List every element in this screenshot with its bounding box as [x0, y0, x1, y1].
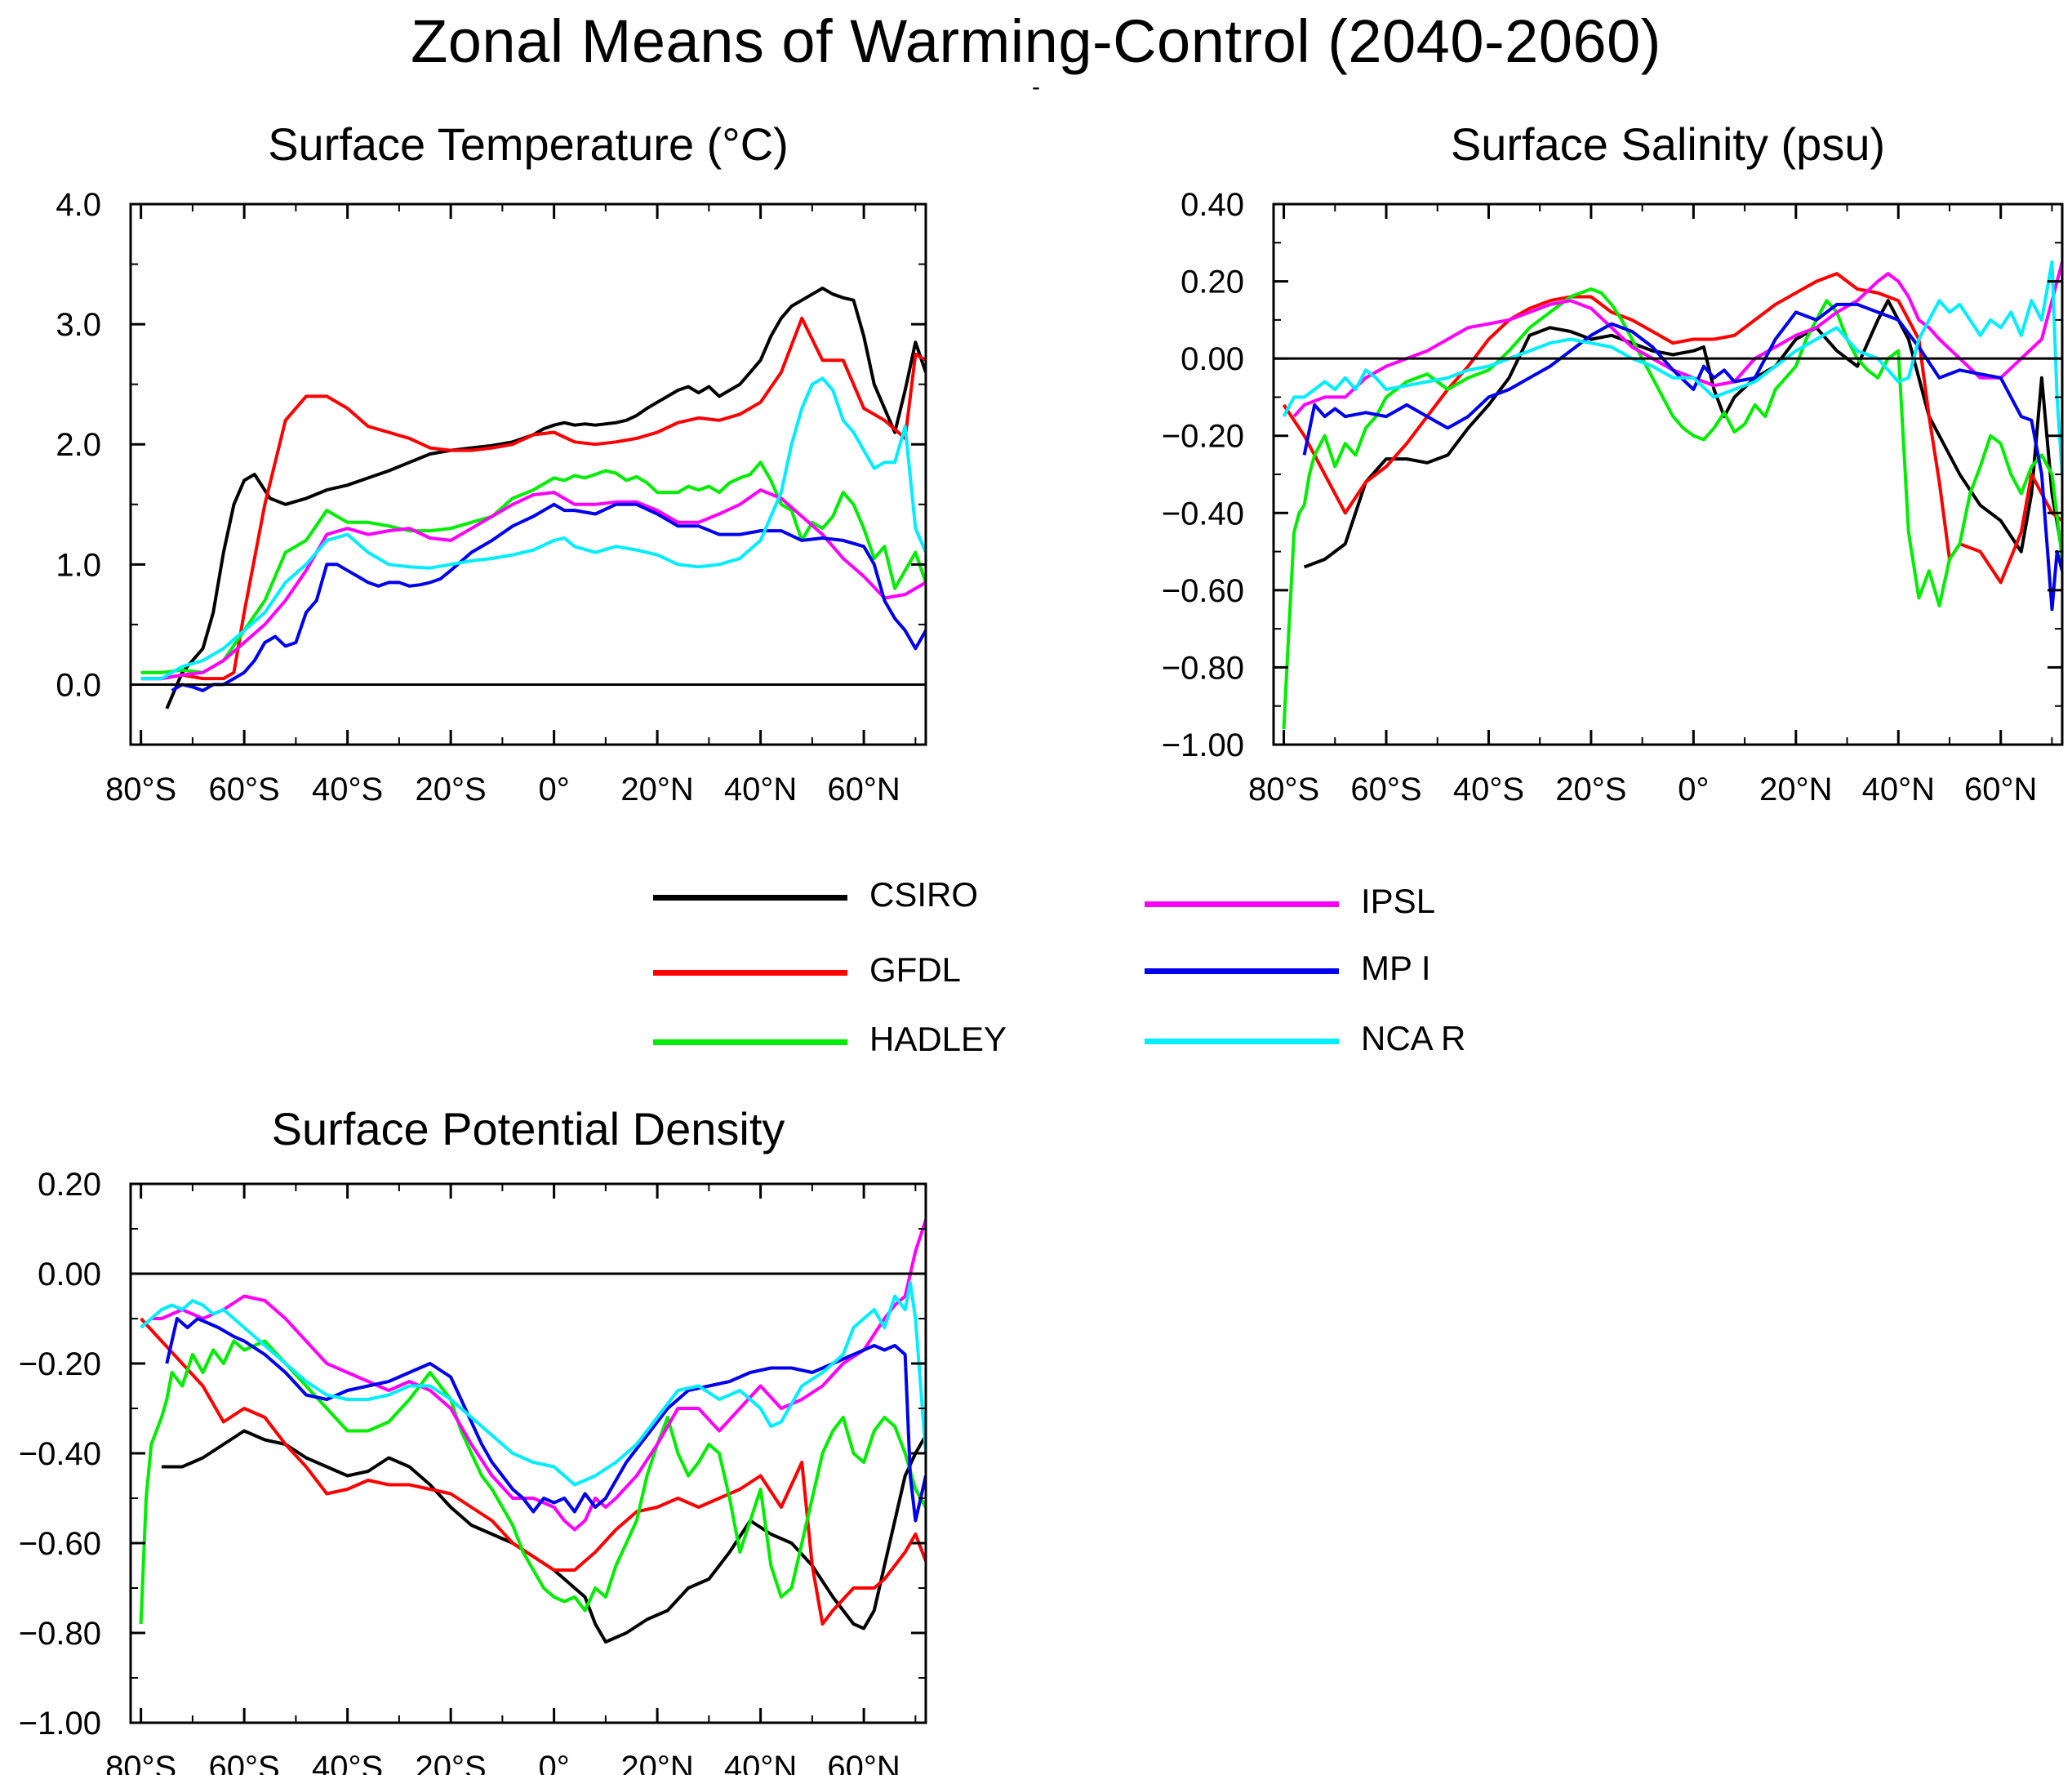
series-line-gfdl: [140, 1317, 926, 1626]
y-tick-label: −0.20: [1162, 419, 1244, 455]
x-tick-label: 60°N: [1964, 772, 2037, 807]
series-line-ncar: [1282, 260, 2062, 475]
y-tick-label: −0.60: [1162, 573, 1244, 609]
series-line-mpi: [171, 502, 926, 692]
series-line-gfdl: [1282, 272, 2062, 585]
series-line-csiro: [161, 1429, 926, 1644]
series-line-mpi: [1302, 302, 2062, 612]
x-tick-label: 60°S: [209, 1750, 280, 1775]
y-tick-label: 0.00: [38, 1257, 101, 1292]
y-tick-label: −0.20: [19, 1346, 101, 1382]
x-tick-label: 80°S: [105, 1750, 176, 1775]
series-line-csiro: [1303, 299, 2062, 569]
x-tick-label: 60°S: [209, 772, 280, 807]
x-tick-label: 80°S: [1248, 772, 1319, 807]
legend-swatch-ipsl: [1145, 901, 1339, 907]
chart-title: Surface Temperature (°C): [268, 118, 789, 170]
y-tick-label: −0.40: [1162, 496, 1244, 532]
series-line-ipsl: [1292, 261, 2062, 418]
x-tick-label: 20°S: [1555, 772, 1626, 807]
legend-label-ipsl: IPSL: [1361, 882, 1436, 920]
chart-panel-density: Surface Potential Density 0.20 0.00 −0.20 −0…: [19, 1103, 927, 1775]
plot-frame: [1272, 202, 2064, 746]
series-line-ipsl: [140, 488, 926, 681]
x-tick-label: 20°N: [1759, 772, 1832, 807]
series-line-ncar: [140, 1281, 926, 1487]
series-line-gfdl: [140, 316, 926, 681]
y-tick-label: 0.40: [1181, 187, 1244, 223]
plot-frame: [129, 1182, 927, 1724]
legend-swatch-csiro: [653, 895, 847, 901]
legend-label-gfdl: GFDL: [869, 950, 962, 989]
y-tick-label: −0.80: [1162, 650, 1244, 686]
x-tick-label: 40°N: [724, 772, 797, 807]
legend-label-ncar: NCA R: [1361, 1019, 1466, 1057]
x-tick-label: 20°S: [416, 1750, 487, 1775]
series-line-csiro: [165, 287, 926, 710]
legend-label-csiro: CSIRO: [869, 875, 979, 914]
x-tick-label: 20°N: [620, 772, 693, 807]
y-tick-label: 0.00: [1181, 341, 1244, 377]
series-line-ipsl: [151, 1219, 926, 1532]
legend-swatch-hadley: [653, 1039, 847, 1045]
y-tick-label: 0.20: [38, 1167, 101, 1203]
legend-label-mpi: MP I: [1361, 949, 1431, 987]
y-tick-label: −0.40: [19, 1436, 101, 1472]
series-line-mpi: [165, 1317, 926, 1523]
x-tick-label: 60°N: [827, 1750, 900, 1775]
x-tick-label: 0°: [538, 1750, 569, 1775]
y-tick-label: −1.00: [1162, 727, 1244, 763]
chart-panel-temperature: Surface Temperature (°C) 4.0 3.0 2.0 1.0 0.0 8…: [56, 118, 927, 807]
series-line-hadley: [140, 460, 926, 674]
x-tick-label: 80°S: [105, 772, 176, 807]
x-tick-label: 40°N: [724, 1750, 797, 1775]
legend-swatch-mpi: [1145, 968, 1339, 974]
y-tick-label: 4.0: [56, 187, 101, 223]
legend-label-hadley: HADLEY: [869, 1020, 1007, 1058]
chart-title: Surface Salinity (psu): [1451, 118, 1885, 170]
y-tick-label: 2.0: [56, 427, 101, 463]
x-tick-label: 40°S: [312, 772, 383, 807]
figure-title: Zonal Means of Warming-Control (2040-206…: [411, 7, 1661, 75]
x-tick-label: 0°: [1678, 772, 1709, 807]
y-tick-label: 1.0: [56, 547, 101, 583]
x-tick-label: 20°N: [620, 1750, 693, 1775]
series-line-hadley: [139, 1339, 926, 1625]
chart-title: Surface Potential Density: [272, 1103, 785, 1154]
legend-swatch-gfdl: [653, 970, 847, 976]
plot-frame: [129, 202, 927, 746]
x-tick-label: 0°: [538, 772, 569, 807]
subtitle-mark: -: [1032, 73, 1040, 100]
y-tick-label: 0.0: [56, 667, 101, 703]
series-line-ncar: [140, 376, 926, 681]
y-tick-label: 0.20: [1181, 265, 1244, 300]
x-tick-label: 60°S: [1350, 772, 1421, 807]
x-tick-label: 40°S: [312, 1750, 383, 1775]
x-tick-label: 20°S: [416, 772, 487, 807]
y-tick-label: −0.60: [19, 1526, 101, 1562]
y-tick-label: −0.80: [19, 1616, 101, 1652]
series-line-hadley: [1282, 287, 2062, 730]
y-tick-label: −1.00: [19, 1706, 101, 1742]
x-tick-label: 40°S: [1453, 772, 1524, 807]
x-tick-label: 60°N: [827, 772, 900, 807]
y-tick-label: 3.0: [56, 307, 101, 343]
x-tick-label: 40°N: [1862, 772, 1935, 807]
legend-swatch-ncar: [1145, 1039, 1339, 1044]
chart-panel-salinity: Surface Salinity (psu) 0.40 0.20 0.00 −0.20 −…: [1162, 118, 2064, 807]
